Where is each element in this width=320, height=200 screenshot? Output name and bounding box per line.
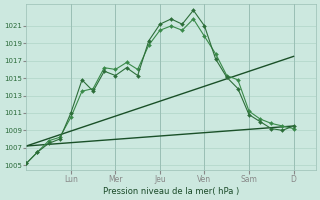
X-axis label: Pression niveau de la mer( hPa ): Pression niveau de la mer( hPa )	[103, 187, 239, 196]
